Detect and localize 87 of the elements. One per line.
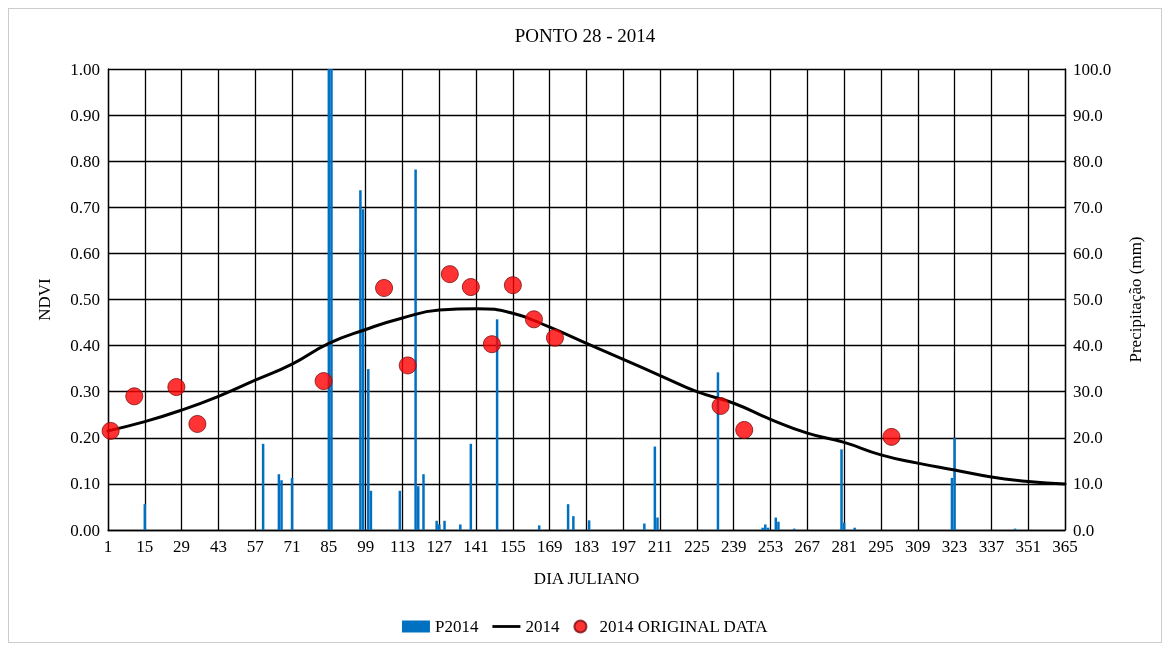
y-tick-label: 1.00 xyxy=(70,59,100,79)
point xyxy=(101,421,120,440)
point xyxy=(545,328,564,347)
x-tick-label: 309 xyxy=(905,537,931,556)
y2-axis-title: Precipitação (mm) xyxy=(1126,236,1145,363)
x-tick-label: 141 xyxy=(463,537,489,556)
y-tick-label: 0.70 xyxy=(70,197,100,217)
y-tick-label: 0.50 xyxy=(70,290,100,309)
bar xyxy=(777,521,780,530)
x-tick-label: 15 xyxy=(136,537,154,556)
y2-tick-label: 90.0 xyxy=(1073,105,1103,125)
y2-tick-label: 20.0 xyxy=(1073,428,1103,448)
y-tick-label: 0.90 xyxy=(70,105,100,125)
bar xyxy=(422,474,425,530)
x-tick-label: 1 xyxy=(103,537,113,556)
x-tick-label: 281 xyxy=(831,537,857,556)
legend-label: P2014 xyxy=(434,617,479,636)
point xyxy=(375,278,394,297)
x-tick-label: 29 xyxy=(173,537,191,556)
x-tick-label: 323 xyxy=(941,537,968,556)
point xyxy=(167,378,186,397)
bar xyxy=(953,437,956,530)
x-tick-label: 169 xyxy=(536,537,563,556)
bar xyxy=(853,527,856,530)
bar xyxy=(435,520,438,530)
y2-tick-label: 40.0 xyxy=(1073,336,1103,356)
y2-tick-label: 60.0 xyxy=(1073,243,1103,263)
bar xyxy=(443,520,446,530)
y-tick-label: 0.80 xyxy=(70,151,100,171)
y-tick-label: 0.20 xyxy=(70,428,100,448)
point xyxy=(125,387,144,406)
x-tick-label: 365 xyxy=(1052,537,1078,556)
point xyxy=(735,420,754,439)
y2-tick-label: 70.0 xyxy=(1073,197,1103,217)
x-tick-label: 295 xyxy=(868,537,894,556)
bar xyxy=(761,527,764,530)
y2-tick-label: 0.0 xyxy=(1073,520,1095,540)
y-axis-title: NDVI xyxy=(35,277,54,321)
x-tick-label: 155 xyxy=(500,537,526,556)
x-tick-label: 239 xyxy=(720,537,747,556)
y2-tick-label: 50.0 xyxy=(1073,290,1103,309)
chart-title: PONTO 28 - 2014 xyxy=(514,25,656,46)
point xyxy=(461,278,480,297)
y-tick-label: 0.40 xyxy=(70,336,100,356)
x-tick-label: 127 xyxy=(426,537,453,556)
x-tick-label: 43 xyxy=(209,537,227,556)
legend-label: 2014 ORIGINAL DATA xyxy=(599,617,769,636)
bar xyxy=(643,523,646,530)
point xyxy=(711,396,730,415)
bar xyxy=(840,449,843,530)
y-tick-label: 0.60 xyxy=(70,243,100,263)
y-tick-label: 0.10 xyxy=(70,474,100,494)
x-tick-label: 253 xyxy=(757,537,784,556)
bar xyxy=(438,524,441,530)
legend-label: 2014 xyxy=(525,617,560,636)
bar xyxy=(572,516,575,530)
point xyxy=(882,427,901,446)
x-tick-label: 99 xyxy=(357,537,375,556)
x-tick-label: 337 xyxy=(978,537,1005,556)
point xyxy=(398,356,417,375)
x-tick-label: 71 xyxy=(283,537,301,556)
bar xyxy=(359,190,362,530)
point xyxy=(503,276,522,295)
point xyxy=(440,265,459,284)
x-tick-label: 57 xyxy=(246,537,265,556)
point xyxy=(524,310,543,329)
point xyxy=(188,414,207,433)
bar xyxy=(367,369,370,530)
y-tick-label: 0.00 xyxy=(70,520,100,540)
y2-tick-label: 10.0 xyxy=(1073,474,1103,494)
y2-tick-label: 30.0 xyxy=(1073,382,1103,402)
bar xyxy=(414,169,417,530)
y-tick-label: 0.30 xyxy=(70,382,100,402)
x-tick-label: 183 xyxy=(573,537,600,556)
point xyxy=(482,335,501,354)
x-tick-label: 85 xyxy=(320,537,338,556)
x-tick-label: 351 xyxy=(1015,537,1041,556)
x-tick-label: 113 xyxy=(390,537,415,556)
point xyxy=(314,372,333,391)
y2-tick-label: 80.0 xyxy=(1073,151,1103,171)
x-axis-title: DIA JULIANO xyxy=(533,569,640,588)
x-tick-label: 267 xyxy=(794,537,821,556)
x-tick-label: 197 xyxy=(610,537,637,556)
x-tick-label: 211 xyxy=(647,537,673,556)
y2-tick-label: 100.0 xyxy=(1073,59,1112,79)
bar xyxy=(459,524,462,530)
x-tick-label: 225 xyxy=(684,537,710,556)
